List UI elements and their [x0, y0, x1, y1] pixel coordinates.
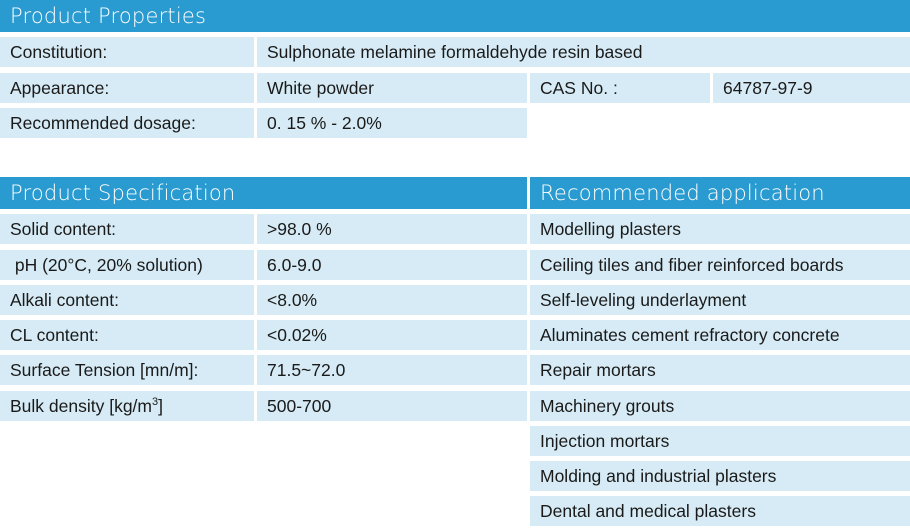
appearance-value: White powder	[257, 73, 527, 103]
spec-row-label: CL content:	[0, 320, 254, 350]
product-properties-header: Product Properties	[0, 0, 910, 32]
product-specification-header: Product Specification	[0, 177, 527, 209]
application-item: Injection mortars	[530, 426, 910, 456]
constitution-label: Constitution:	[0, 37, 254, 67]
spec-row-label: Surface Tension [mn/m]:	[0, 355, 254, 385]
spec-row-value: <0.02%	[257, 320, 527, 350]
application-item: Modelling plasters	[530, 214, 910, 244]
spec-row-value: 500-700	[257, 391, 527, 421]
spec-row-label: Alkali content:	[0, 285, 254, 315]
spec-row-label: pH (20°C, 20% solution)	[0, 250, 254, 280]
cas-value: 64787-97-9	[713, 73, 910, 103]
application-item: Molding and industrial plasters	[530, 461, 910, 491]
appearance-label: Appearance:	[0, 73, 254, 103]
dosage-value: 0. 15 % - 2.0%	[257, 108, 527, 138]
application-item: Self-leveling underlayment	[530, 285, 910, 315]
recommended-application-header: Recommended application	[530, 177, 910, 209]
constitution-value: Sulphonate melamine formaldehyde resin b…	[257, 37, 910, 67]
spec-row-label: Solid content:	[0, 214, 254, 244]
spec-row-value: >98.0 %	[257, 214, 527, 244]
application-item: Dental and medical plasters	[530, 496, 910, 526]
cas-label: CAS No. :	[530, 73, 710, 103]
application-item: Aluminates cement refractory concrete	[530, 320, 910, 350]
spec-row-value: 6.0-9.0	[257, 250, 527, 280]
application-item: Ceiling tiles and fiber reinforced board…	[530, 250, 910, 280]
dosage-label: Recommended dosage:	[0, 108, 254, 138]
application-item: Machinery grouts	[530, 391, 910, 421]
application-item: Repair mortars	[530, 355, 910, 385]
spec-row-value: 71.5~72.0	[257, 355, 527, 385]
spec-row-value: <8.0%	[257, 285, 527, 315]
spec-row-label: Bulk density [kg/m3]	[0, 391, 254, 421]
